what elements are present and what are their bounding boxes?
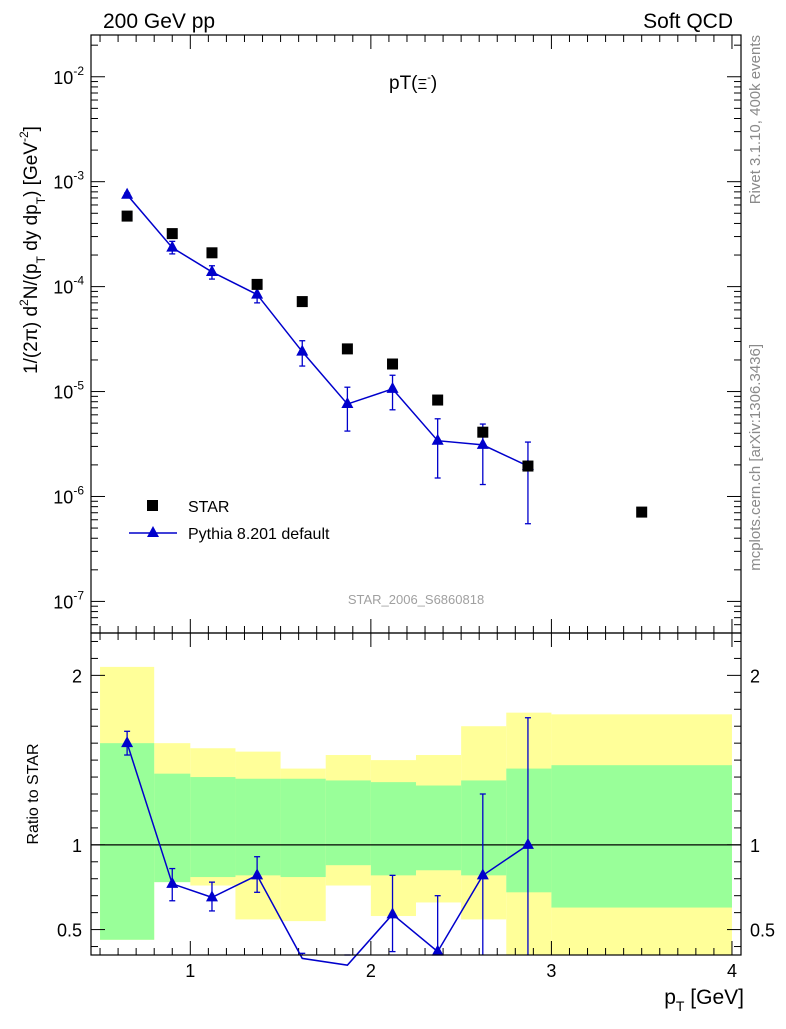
ratio-pythia-point bbox=[166, 876, 179, 888]
legend-label-star: STAR bbox=[188, 499, 229, 516]
main-panel: 10-7 10-6 10-5 10-4 10-3 10-2 pT(Ξ-) STAR_200… bbox=[17, 34, 742, 634]
ratio-pythia-point bbox=[121, 736, 134, 748]
legend-marker-star bbox=[147, 500, 158, 511]
ratio-x-tick-label: 4 bbox=[727, 961, 737, 981]
main-y-axis-label: 1/(2π) d2N/(pT dy dpT) [GeV-2] bbox=[17, 126, 48, 374]
main-y-tick-label: 10-4 bbox=[53, 274, 84, 298]
ratio-y-tick-label: 0.5 bbox=[57, 921, 82, 941]
star-point bbox=[121, 210, 133, 222]
ratio-x-tick-label: 3 bbox=[546, 961, 556, 981]
star-point bbox=[477, 426, 489, 438]
main-title: pT(Ξ-) bbox=[389, 72, 437, 94]
pythia-point bbox=[296, 344, 309, 356]
ratio-panel: 1 2 3 4 0.5 0.5 1 1 2 2 Ratio to STAR pT [GeV] bbox=[25, 632, 775, 1014]
ratio-pythia-point bbox=[521, 837, 534, 849]
star-point bbox=[387, 358, 399, 370]
main-y-tick-label: 10-6 bbox=[53, 483, 84, 507]
side-label-rivet: Rivet 3.1.10, 400k events bbox=[747, 35, 764, 204]
ratio-y-tick-label: 1 bbox=[72, 836, 82, 856]
inner-uncertainty-band bbox=[325, 780, 371, 866]
ratio-pythia-point bbox=[431, 944, 444, 956]
ratio-pythia-point bbox=[476, 868, 489, 880]
main-marks bbox=[121, 187, 648, 525]
header-left: 200 GeV pp bbox=[103, 10, 215, 33]
star-point bbox=[341, 343, 353, 355]
ratio-pythia-line bbox=[126, 742, 529, 966]
main-y-tick-label: 10-5 bbox=[53, 379, 84, 403]
inner-uncertainty-band bbox=[506, 768, 552, 893]
ratio-marks bbox=[91, 717, 741, 966]
ratio-pythia-point bbox=[251, 868, 264, 880]
inner-uncertainty-band bbox=[100, 743, 155, 940]
star-point bbox=[296, 296, 308, 308]
main-frame bbox=[90, 34, 742, 634]
main-y-tick-label: 10-2 bbox=[53, 64, 84, 88]
inner-uncertainty-band bbox=[370, 782, 416, 876]
ratio-pythia-point bbox=[205, 890, 218, 902]
ratio-ticks: 1 2 3 4 0.5 0.5 1 1 2 2 bbox=[57, 633, 775, 981]
pythia-line bbox=[126, 194, 529, 467]
pythia-point bbox=[121, 187, 134, 199]
main-ticks: 10-7 10-6 10-5 10-4 10-3 10-2 bbox=[53, 35, 741, 634]
ratio-x-tick-label: 2 bbox=[366, 961, 376, 981]
pythia-point bbox=[166, 240, 179, 252]
ratio-frame bbox=[90, 632, 742, 956]
side-label-mcplots: mcplots.cern.ch [arXiv:1306.3436] bbox=[747, 344, 764, 571]
legend: STAR Pythia 8.201 default bbox=[129, 499, 330, 543]
star-point bbox=[166, 228, 178, 240]
inner-uncertainty-band bbox=[461, 780, 507, 876]
ratio-y-tick-label: 2 bbox=[72, 666, 82, 686]
star-point bbox=[636, 506, 648, 518]
pythia-point bbox=[476, 437, 489, 449]
inner-uncertainty-band bbox=[416, 785, 462, 871]
inner-uncertainty-band bbox=[551, 765, 732, 908]
ratio-x-tick-label: 1 bbox=[185, 961, 195, 981]
analysis-watermark: STAR_2006_S6860818 bbox=[348, 592, 484, 607]
inner-uncertainty-band bbox=[154, 773, 191, 883]
main-y-tick-label: 10-7 bbox=[53, 588, 84, 612]
star-point bbox=[522, 460, 534, 472]
main-y-tick-label: 10-3 bbox=[53, 169, 84, 193]
ratio-y-tick-label-right: 1 bbox=[750, 836, 760, 856]
ratio-y-axis-label: Ratio to STAR bbox=[25, 743, 42, 844]
inner-uncertainty-band bbox=[190, 777, 236, 878]
pythia-point bbox=[386, 381, 399, 393]
star-point bbox=[206, 247, 218, 259]
ratio-uncertainty-bands bbox=[100, 666, 732, 955]
inner-uncertainty-band bbox=[280, 778, 326, 878]
pythia-point bbox=[205, 264, 218, 276]
pythia-point bbox=[251, 287, 264, 299]
star-point bbox=[251, 278, 263, 290]
inner-uncertainty-band bbox=[235, 778, 281, 876]
pythia-point bbox=[341, 397, 354, 409]
legend-label-pythia: Pythia 8.201 default bbox=[188, 526, 330, 543]
header-right: Soft QCD bbox=[643, 10, 733, 33]
ratio-y-tick-label-right: 0.5 bbox=[750, 921, 775, 941]
ratio-y-tick-label-right: 2 bbox=[750, 666, 760, 686]
ratio-pythia-point bbox=[386, 907, 399, 919]
pythia-point bbox=[431, 433, 444, 445]
legend-marker-pythia bbox=[147, 526, 159, 537]
star-point bbox=[432, 394, 444, 406]
ratio-x-axis-label: pT [GeV] bbox=[664, 986, 744, 1014]
